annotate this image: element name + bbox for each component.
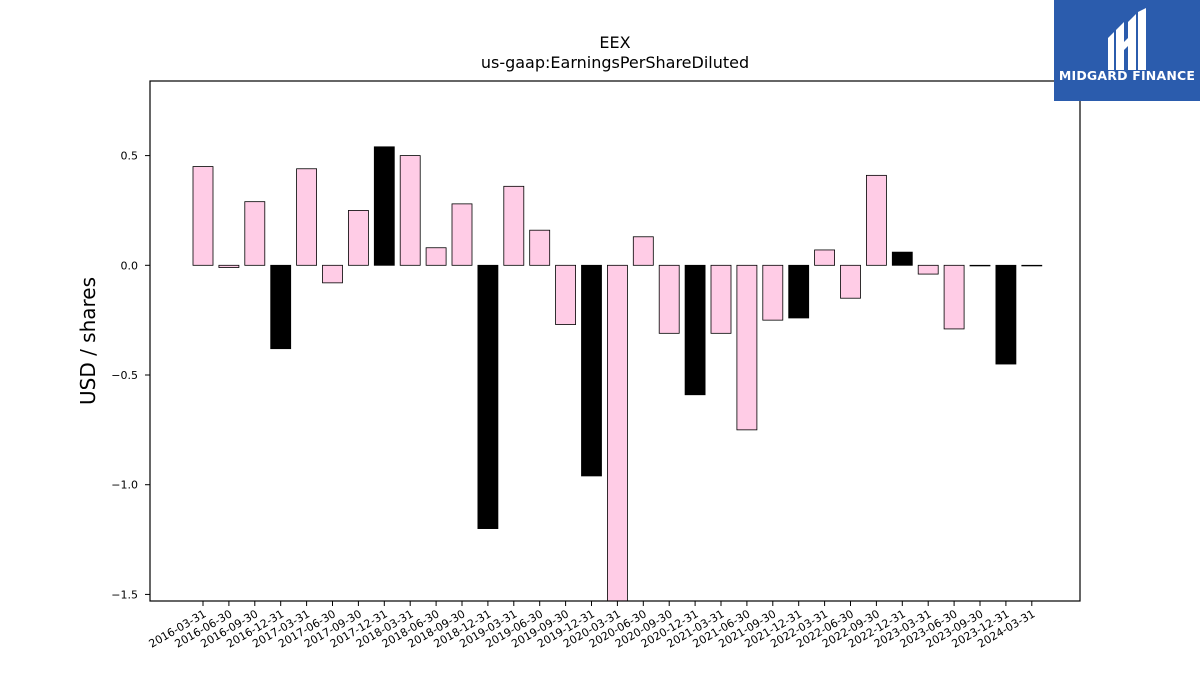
y-tick-label: −0.5 [111, 369, 138, 382]
bar-2019-03-31 [503, 185, 525, 266]
bar-2021-03-31 [710, 264, 732, 334]
y-ticks-group: 0.5 0.0 −0.5 −1.0 −1.5 [111, 150, 150, 601]
bar-2021-09-30 [762, 264, 784, 321]
y-tick-label: −1.5 [111, 588, 138, 601]
bar-2022-12-31 [891, 251, 913, 266]
bar-2023-06-30 [943, 264, 965, 330]
bar-2024-03-31 [1021, 264, 1043, 267]
y-axis-label: USD / shares [76, 277, 100, 405]
bar-2019-06-30 [529, 229, 551, 266]
chart-title: EEX [599, 33, 630, 52]
bar-2017-12-31 [373, 146, 395, 266]
bar-2022-03-31 [814, 249, 835, 266]
x-ticks-group: 2016-03-312016-06-302016-09-302016-12-31… [147, 601, 1037, 651]
bar-2017-03-31 [296, 168, 318, 266]
bar-2020-03-31 [607, 264, 628, 602]
bar-2023-09-30 [969, 264, 991, 267]
bars-group [192, 146, 1043, 602]
bar-2018-09-30 [451, 203, 473, 266]
y-tick-label: 0.5 [121, 150, 139, 163]
bar-2019-09-30 [555, 264, 576, 325]
bar-2016-03-31 [192, 166, 214, 266]
bar-2018-06-30 [425, 247, 447, 266]
bar-2016-09-30 [244, 201, 266, 266]
midgard-logo-mark-icon [1108, 8, 1146, 70]
bar-2021-06-30 [736, 264, 758, 431]
bar-2017-06-30 [322, 264, 343, 284]
bar-2020-09-30 [658, 264, 680, 334]
bar-2023-03-31 [917, 264, 939, 275]
bar-2016-12-31 [270, 264, 292, 350]
y-tick-label: 0.0 [121, 259, 139, 272]
bar-2018-12-31 [477, 264, 499, 529]
chart-subtitle: us-gaap:EarningsPerShareDiluted [481, 53, 749, 72]
bar-2022-06-30 [840, 264, 861, 299]
brand-logo: MIDGARD FINANCE [1054, 0, 1200, 101]
bar-2020-12-31 [684, 264, 706, 396]
bar-2020-06-30 [632, 236, 654, 266]
plot-frame [149, 80, 1081, 602]
bar-2016-06-30 [218, 264, 240, 268]
brand-name: MIDGARD FINANCE [1058, 68, 1196, 83]
y-tick-label: −1.0 [111, 479, 138, 492]
bar-2017-09-30 [347, 210, 369, 266]
bar-2022-09-30 [866, 174, 887, 266]
bar-2018-03-31 [399, 155, 421, 266]
bar-2021-12-31 [788, 264, 810, 319]
bar-2019-12-31 [581, 264, 602, 477]
bar-2023-12-31 [995, 264, 1017, 365]
